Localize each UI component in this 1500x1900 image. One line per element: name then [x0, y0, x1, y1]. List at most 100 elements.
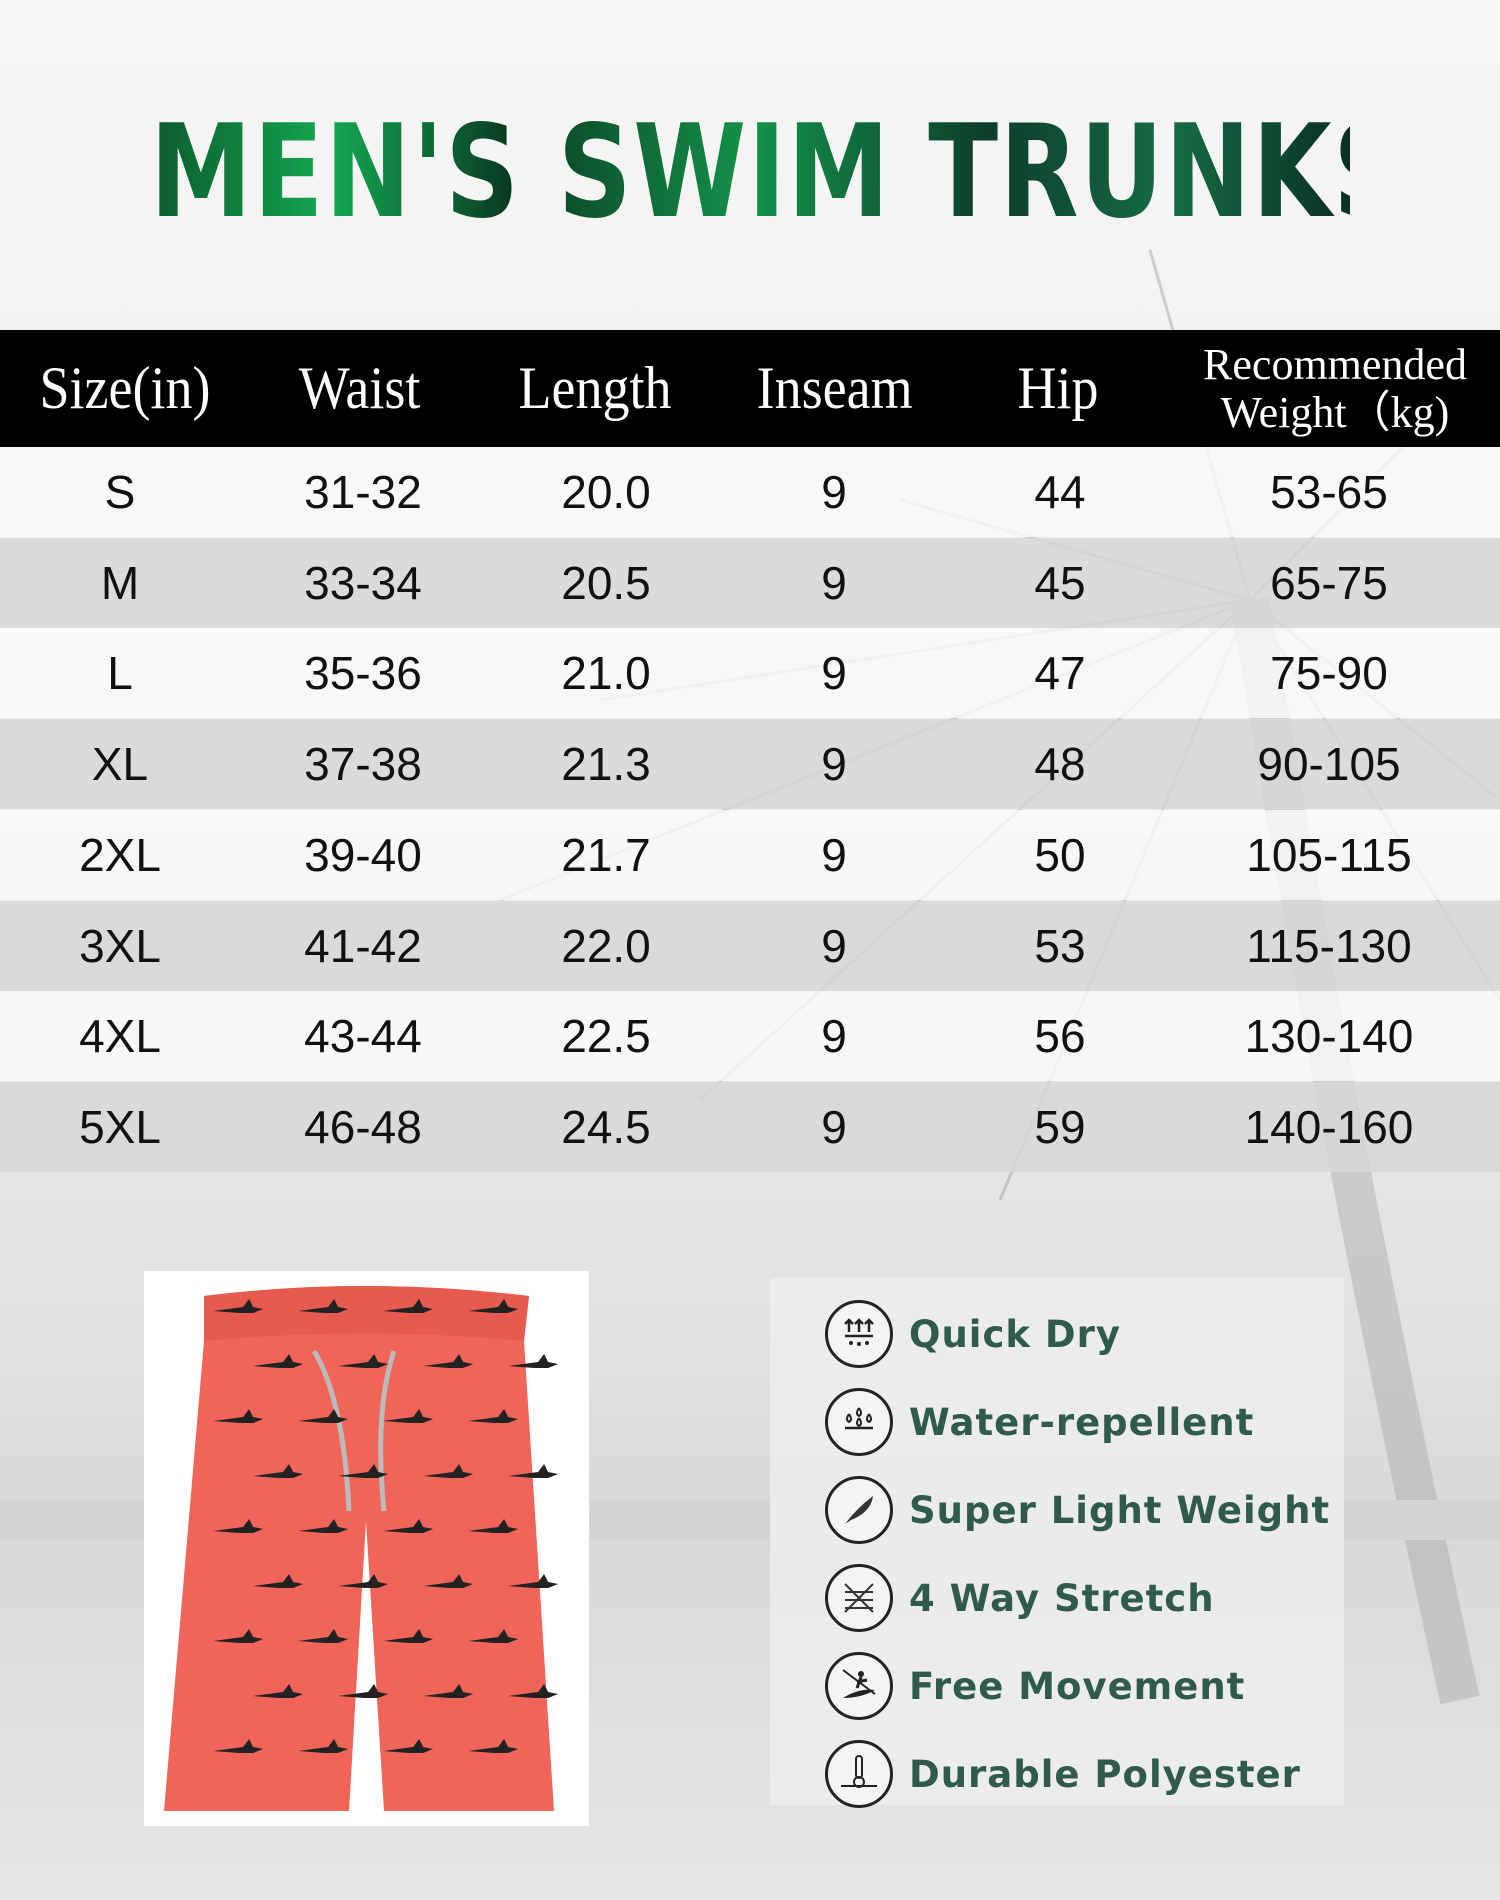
cell-waist: 37-38 — [304, 738, 422, 791]
header-weight-line1: Recommended — [1203, 339, 1467, 389]
cell-waist: 43-44 — [304, 1010, 422, 1063]
feature-item: Free Movement — [825, 1646, 1245, 1726]
shark-print — [468, 1739, 519, 1753]
cell-hip: 56 — [1034, 1010, 1086, 1063]
shark-print — [253, 1574, 304, 1588]
cell-inseam: 9 — [821, 738, 847, 791]
header-waist: Waist — [255, 330, 465, 447]
shark-print — [423, 1684, 474, 1698]
header-hip-label: Hip — [1017, 355, 1098, 421]
cell-weight: 140-160 — [1244, 1100, 1414, 1153]
cell-size: L — [107, 647, 133, 700]
shark-print — [213, 1629, 264, 1643]
feature-label: Super Light Weight — [909, 1488, 1331, 1532]
shark-print — [338, 1574, 389, 1588]
cell-length: 22.0 — [561, 919, 651, 972]
shark-print — [383, 1519, 434, 1533]
shark-print — [383, 1299, 434, 1313]
cell-length: 21.0 — [561, 647, 651, 700]
page-title: MEN'S SWIM TRUNKS — [150, 98, 1409, 247]
header-inseam-label: Inseam — [757, 355, 913, 421]
header-weight: Recommended Weight（kg) — [1170, 330, 1500, 447]
cell-inseam: 9 — [821, 828, 847, 881]
cell-hip: 47 — [1034, 647, 1086, 700]
shark-print — [253, 1354, 304, 1368]
cell-weight: 115-130 — [1246, 919, 1412, 972]
feature-label: Free Movement — [909, 1664, 1246, 1708]
shark-print — [253, 1464, 304, 1478]
shark-print — [338, 1354, 389, 1368]
features-panel: Quick Dry Water-repellent Super Light Weig… — [770, 1278, 1344, 1808]
water-drops-icon — [825, 1388, 893, 1456]
table-row: 3XL 41-42 22.0 9 53 115-130 — [0, 900, 1500, 991]
shark-print — [298, 1739, 349, 1753]
cell-weight: 65-75 — [1270, 556, 1388, 609]
surfer-icon — [825, 1652, 893, 1720]
cell-inseam: 9 — [821, 1100, 847, 1153]
shark-print — [298, 1629, 349, 1643]
shark-print — [423, 1464, 474, 1478]
shark-print — [253, 1684, 304, 1698]
feature-label: Water-repellent — [909, 1400, 1255, 1444]
cell-weight: 75-90 — [1270, 647, 1388, 700]
table-row: XL 37-38 21.3 9 48 90-105 — [0, 719, 1500, 810]
shark-print — [508, 1574, 559, 1588]
header-hip: Hip — [950, 330, 1165, 447]
feature-label: 4 Way Stretch — [909, 1576, 1215, 1620]
cell-length: 20.0 — [561, 466, 651, 518]
cell-length: 24.5 — [561, 1100, 651, 1153]
cell-inseam: 9 — [821, 1010, 847, 1063]
cell-length: 21.3 — [561, 738, 651, 791]
cell-inseam: 9 — [821, 556, 847, 609]
cell-inseam: 9 — [821, 919, 847, 972]
header-inseam: Inseam — [725, 330, 945, 447]
cell-weight: 90-105 — [1257, 738, 1401, 791]
product-image-swim-trunks — [144, 1271, 589, 1826]
feature-item: Water-repellent — [825, 1382, 1254, 1462]
header-size-label: Size(in) — [39, 355, 211, 421]
shark-print — [383, 1629, 434, 1643]
thermometer-icon — [825, 1740, 893, 1808]
shark-print — [338, 1684, 389, 1698]
feature-item: 4 Way Stretch — [825, 1558, 1215, 1638]
cell-weight: 105-115 — [1246, 828, 1412, 881]
cell-hip: 45 — [1034, 556, 1086, 609]
cell-length: 22.5 — [561, 1010, 651, 1063]
shark-print — [213, 1409, 264, 1423]
cell-size: 3XL — [79, 919, 161, 972]
cell-inseam: 9 — [821, 647, 847, 700]
shark-print — [468, 1299, 519, 1313]
shark-print — [298, 1299, 349, 1313]
table-row: 4XL 43-44 22.5 9 56 130-140 — [0, 991, 1500, 1082]
shark-print — [383, 1739, 434, 1753]
cell-waist: 39-40 — [304, 828, 422, 881]
cell-waist: 33-34 — [304, 556, 422, 609]
header-length-label: Length — [518, 355, 672, 421]
cell-weight: 130-140 — [1244, 1010, 1414, 1063]
header-waist-label: Waist — [299, 355, 421, 421]
shark-print — [213, 1739, 264, 1753]
cell-size: M — [100, 556, 140, 609]
cell-hip: 50 — [1034, 828, 1086, 881]
size-table-header: Size(in) Waist Length Inseam Hip Recomme… — [0, 330, 1500, 447]
feature-item: Quick Dry — [825, 1294, 1121, 1374]
shark-print — [468, 1409, 519, 1423]
cell-waist: 35-36 — [304, 647, 422, 700]
quick-dry-icon — [825, 1300, 893, 1368]
feature-label: Quick Dry — [909, 1312, 1121, 1356]
cell-hip: 53 — [1034, 919, 1086, 972]
cell-weight: 53-65 — [1270, 466, 1388, 518]
header-size: Size(in) — [0, 330, 250, 447]
shark-print — [508, 1684, 559, 1698]
cell-hip: 59 — [1034, 1100, 1086, 1153]
cell-waist: 46-48 — [304, 1100, 422, 1153]
shark-print — [383, 1409, 434, 1423]
table-row: 2XL 39-40 21.7 9 50 105-115 — [0, 809, 1500, 900]
table-row: S 31-32 20.0 9 44 53-65 — [0, 447, 1500, 537]
shark-print — [508, 1354, 559, 1368]
cell-size: XL — [91, 738, 149, 791]
shark-print — [298, 1519, 349, 1533]
cell-waist: 41-42 — [304, 919, 422, 972]
cell-length: 20.5 — [561, 556, 651, 609]
feature-item: Durable Polyester — [825, 1734, 1301, 1814]
